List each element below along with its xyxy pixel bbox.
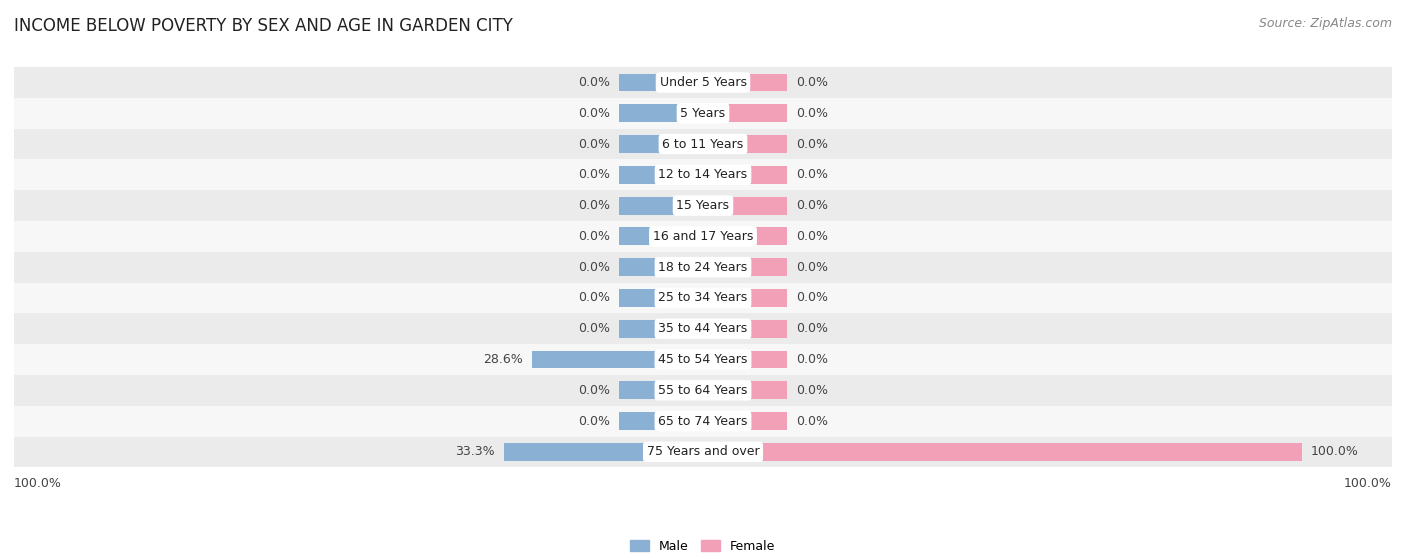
Bar — [14, 437, 1392, 467]
Text: 35 to 44 Years: 35 to 44 Years — [658, 322, 748, 335]
Text: 0.0%: 0.0% — [796, 322, 828, 335]
Bar — [619, 258, 703, 276]
Bar — [703, 320, 787, 338]
Bar — [703, 228, 787, 245]
Text: 55 to 64 Years: 55 to 64 Years — [658, 384, 748, 397]
Text: 12 to 14 Years: 12 to 14 Years — [658, 168, 748, 181]
Bar — [14, 344, 1392, 375]
Bar — [14, 314, 1392, 344]
Text: 28.6%: 28.6% — [482, 353, 523, 366]
Bar — [14, 190, 1392, 221]
Text: 0.0%: 0.0% — [796, 199, 828, 212]
Bar — [14, 221, 1392, 252]
Bar — [703, 350, 787, 368]
Text: 0.0%: 0.0% — [578, 384, 610, 397]
Text: 0.0%: 0.0% — [796, 291, 828, 305]
Bar — [503, 443, 703, 461]
Text: Source: ZipAtlas.com: Source: ZipAtlas.com — [1258, 17, 1392, 30]
Bar — [14, 375, 1392, 406]
Bar — [703, 443, 1302, 461]
Text: INCOME BELOW POVERTY BY SEX AND AGE IN GARDEN CITY: INCOME BELOW POVERTY BY SEX AND AGE IN G… — [14, 17, 513, 35]
Text: 0.0%: 0.0% — [578, 230, 610, 243]
Text: 0.0%: 0.0% — [578, 138, 610, 150]
Bar — [703, 412, 787, 430]
Bar — [703, 166, 787, 184]
Text: 0.0%: 0.0% — [796, 260, 828, 274]
Text: 100.0%: 100.0% — [1344, 477, 1392, 490]
Bar — [619, 105, 703, 122]
Bar — [619, 412, 703, 430]
Bar — [619, 289, 703, 307]
Bar — [619, 74, 703, 92]
Text: 0.0%: 0.0% — [578, 291, 610, 305]
Bar — [703, 74, 787, 92]
Text: 0.0%: 0.0% — [796, 138, 828, 150]
Text: 65 to 74 Years: 65 to 74 Years — [658, 415, 748, 428]
Bar — [619, 228, 703, 245]
Legend: Male, Female: Male, Female — [626, 535, 780, 558]
Text: 15 Years: 15 Years — [676, 199, 730, 212]
Text: 33.3%: 33.3% — [456, 446, 495, 458]
Text: 0.0%: 0.0% — [796, 107, 828, 120]
Text: 0.0%: 0.0% — [578, 168, 610, 181]
Text: 0.0%: 0.0% — [578, 76, 610, 89]
Bar — [619, 197, 703, 215]
Bar — [14, 406, 1392, 437]
Text: 0.0%: 0.0% — [796, 76, 828, 89]
Bar — [14, 252, 1392, 283]
Bar — [14, 159, 1392, 190]
Text: 45 to 54 Years: 45 to 54 Years — [658, 353, 748, 366]
Bar — [14, 283, 1392, 314]
Bar — [14, 67, 1392, 98]
Text: 16 and 17 Years: 16 and 17 Years — [652, 230, 754, 243]
Text: 0.0%: 0.0% — [796, 168, 828, 181]
Text: 100.0%: 100.0% — [1310, 446, 1360, 458]
Bar — [703, 197, 787, 215]
Bar — [703, 381, 787, 399]
Text: Under 5 Years: Under 5 Years — [659, 76, 747, 89]
Bar — [703, 258, 787, 276]
Text: 0.0%: 0.0% — [796, 353, 828, 366]
Text: 0.0%: 0.0% — [578, 415, 610, 428]
Text: 18 to 24 Years: 18 to 24 Years — [658, 260, 748, 274]
Text: 5 Years: 5 Years — [681, 107, 725, 120]
Text: 0.0%: 0.0% — [796, 230, 828, 243]
Text: 6 to 11 Years: 6 to 11 Years — [662, 138, 744, 150]
Text: 0.0%: 0.0% — [796, 415, 828, 428]
Bar — [619, 320, 703, 338]
Text: 25 to 34 Years: 25 to 34 Years — [658, 291, 748, 305]
Text: 100.0%: 100.0% — [14, 477, 62, 490]
Text: 0.0%: 0.0% — [578, 322, 610, 335]
Bar — [703, 289, 787, 307]
Text: 75 Years and over: 75 Years and over — [647, 446, 759, 458]
Bar — [14, 129, 1392, 159]
Bar — [619, 135, 703, 153]
Bar — [619, 166, 703, 184]
Text: 0.0%: 0.0% — [578, 199, 610, 212]
Bar — [619, 381, 703, 399]
Bar — [14, 98, 1392, 129]
Text: 0.0%: 0.0% — [578, 260, 610, 274]
Text: 0.0%: 0.0% — [578, 107, 610, 120]
Bar — [703, 135, 787, 153]
Bar — [703, 105, 787, 122]
Text: 0.0%: 0.0% — [796, 384, 828, 397]
Bar — [531, 350, 703, 368]
